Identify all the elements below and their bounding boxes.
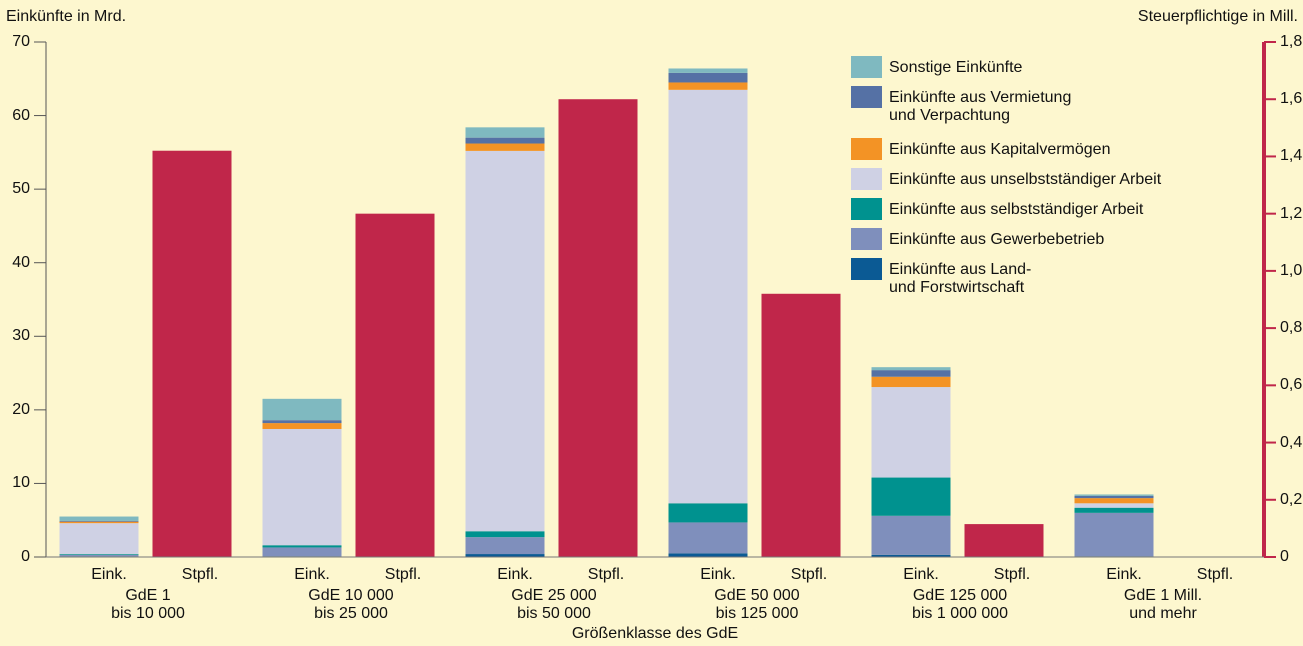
y2-tick-label: 1,4 — [1280, 147, 1303, 165]
y2-tick-label: 1,0 — [1280, 261, 1303, 279]
y2-tick-label: 1,2 — [1280, 204, 1303, 222]
bar-label: Stpfl. — [384, 566, 422, 583]
bar — [355, 213, 435, 557]
bar-label: Eink. — [700, 566, 736, 583]
stack-segment — [668, 503, 748, 523]
y-tick-label: 0 — [21, 548, 30, 565]
stack-segment — [465, 127, 545, 138]
stack-segment — [668, 553, 748, 557]
bar-label: Stpfl. — [587, 566, 625, 583]
y2-tick-label: 0,2 — [1280, 490, 1303, 508]
stack-segment — [1074, 498, 1154, 504]
legend-swatch — [851, 56, 882, 78]
y2-tick-label: 0,8 — [1280, 319, 1303, 337]
stack-segment — [465, 143, 545, 151]
bar-label: Eink. — [903, 566, 939, 583]
legend-swatch — [851, 258, 882, 280]
stack-segment — [871, 376, 951, 388]
bar-label: Stpfl. — [1196, 566, 1234, 583]
stack-segment — [59, 554, 139, 555]
legend-label: Sonstige Einkünfte — [889, 59, 1023, 76]
stack-segment — [871, 515, 951, 555]
legend-label: Einkünfte aus Land- und Forstwirtschaft — [889, 261, 1032, 296]
legend-label: Einkünfte aus Vermietung und Verpachtung — [889, 89, 1072, 124]
bar — [152, 150, 232, 557]
stack-segment — [465, 537, 545, 555]
stack-segment — [871, 477, 951, 516]
legend-swatch — [851, 198, 882, 220]
x-axis-title: Größenklasse des GdE — [571, 625, 739, 642]
stack-segment — [668, 82, 748, 90]
y-tick-label: 40 — [12, 253, 30, 271]
stack-segment — [59, 523, 139, 555]
stack-segment — [465, 137, 545, 144]
legend-label: Einkünfte aus unselbstständiger Arbeit — [889, 171, 1162, 188]
stack-segment — [262, 428, 342, 546]
stack-segment — [668, 68, 748, 73]
y-tick-label: 10 — [12, 474, 30, 492]
bar-label: Eink. — [294, 566, 330, 583]
y-tick-label: 70 — [12, 33, 30, 50]
bar-label: Eink. — [1106, 566, 1142, 583]
y2-tick-label: 0,4 — [1280, 433, 1303, 451]
stack-segment — [465, 150, 545, 532]
bar-label: Stpfl. — [993, 566, 1031, 583]
y2-tick-label: 0 — [1280, 548, 1289, 565]
y-tick-label: 50 — [12, 180, 30, 198]
stack-segment — [59, 516, 139, 521]
stack-segment — [1074, 503, 1154, 508]
y2-tick-label: 1,6 — [1280, 90, 1303, 108]
legend-swatch — [851, 228, 882, 250]
bar — [964, 524, 1044, 557]
stack-segment — [1074, 507, 1154, 513]
y-tick-label: 30 — [12, 327, 30, 345]
stack-segment — [59, 520, 139, 522]
stack-segment — [262, 545, 342, 548]
stack-segment — [262, 423, 342, 429]
legend-swatch — [851, 86, 882, 108]
stack-segment — [668, 89, 748, 504]
stack-segment — [465, 554, 545, 557]
stack-segment — [1074, 512, 1154, 557]
y2-tick-label: 1,8 — [1280, 33, 1303, 50]
legend-swatch — [851, 168, 882, 190]
x-tick-label: GdE 50 000 bis 125 000 — [714, 587, 800, 622]
bar — [761, 293, 841, 557]
legend-label: Einkünfte aus selbstständiger Arbeit — [889, 201, 1144, 218]
x-tick-label: GdE 1 bis 10 000 — [111, 587, 185, 622]
y-axis-title: Einkünfte in Mrd. — [6, 8, 127, 25]
x-tick-label: GdE 1 Mill. und mehr — [1123, 587, 1203, 622]
bar — [558, 99, 638, 557]
stack-segment — [59, 521, 139, 524]
stack-segment — [1074, 495, 1154, 499]
stack-segment — [262, 547, 342, 557]
bar-label: Stpfl. — [181, 566, 219, 583]
x-tick-label: GdE 10 000 bis 25 000 — [308, 587, 394, 622]
stack-segment — [668, 72, 748, 83]
y2-axis-title: Steuerpflichtige in Mill. — [1137, 8, 1298, 25]
stack-segment — [262, 420, 342, 424]
legend-swatch — [851, 138, 882, 160]
y-tick-label: 20 — [12, 400, 30, 418]
stack-segment — [871, 554, 951, 557]
stack-segment — [668, 522, 748, 554]
legend-label: Einkünfte aus Gewerbebetrieb — [889, 231, 1105, 248]
legend-label: Einkünfte aus Kapitalvermögen — [889, 141, 1111, 158]
stack-segment — [871, 367, 951, 371]
stack-segment — [59, 554, 139, 557]
stack-segment — [1074, 494, 1154, 496]
x-tick-label: GdE 125 000 bis 1 000 000 — [911, 587, 1009, 622]
stack-segment — [465, 531, 545, 538]
y-tick-label: 60 — [12, 106, 30, 124]
bar-label: Stpfl. — [790, 566, 828, 583]
x-tick-label: GdE 25 000 bis 50 000 — [511, 587, 597, 622]
stack-segment — [871, 387, 951, 478]
stack-segment — [871, 370, 951, 377]
bar-label: Eink. — [91, 566, 127, 583]
bar-label: Eink. — [497, 566, 533, 583]
y2-tick-label: 0,6 — [1280, 376, 1303, 394]
stack-segment — [262, 398, 342, 421]
